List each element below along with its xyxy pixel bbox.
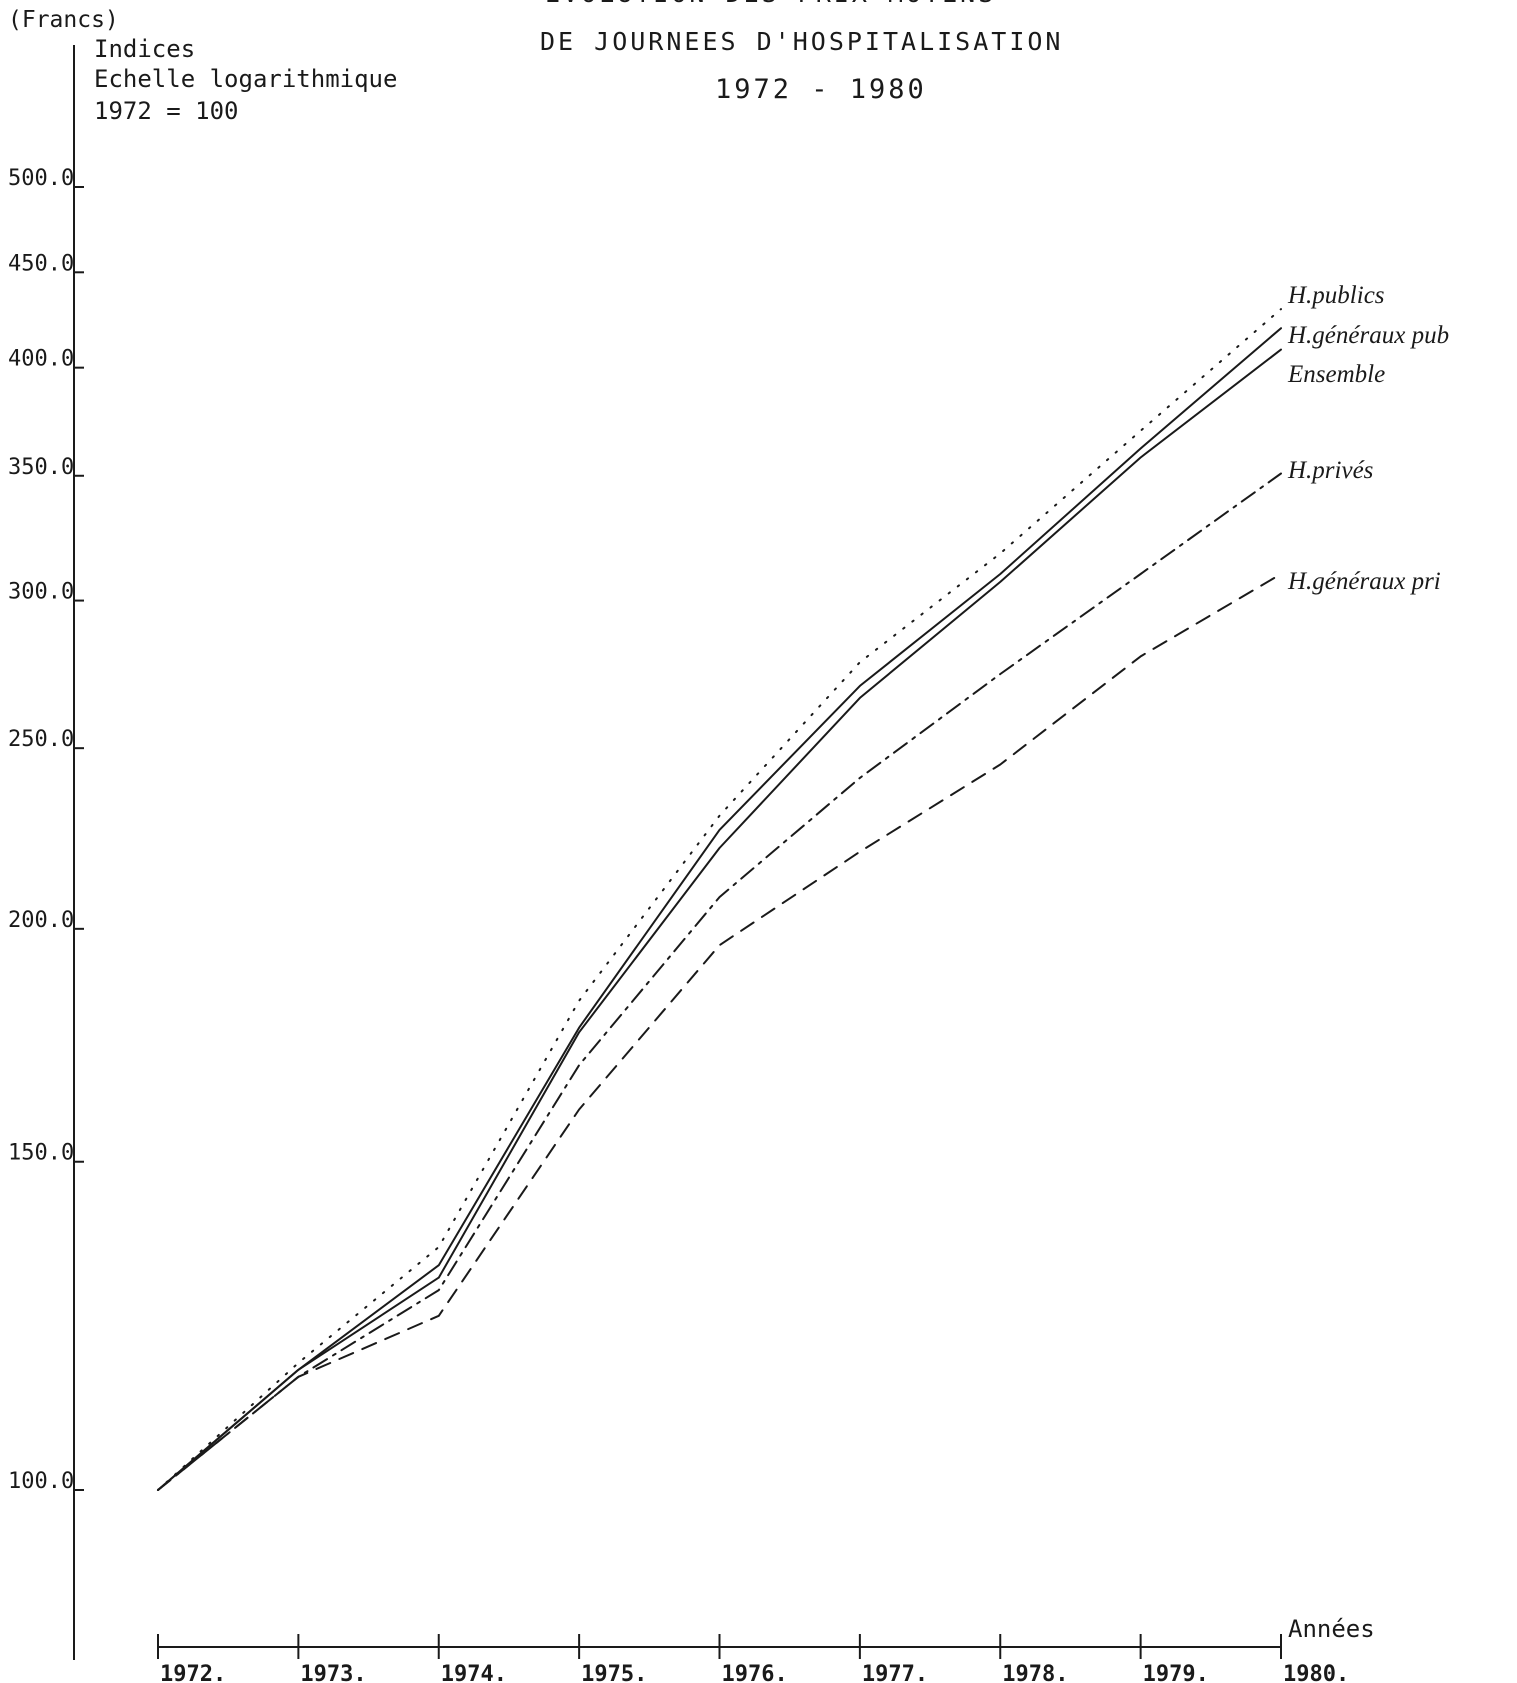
- series-label: H.publics: [1287, 282, 1385, 309]
- series-lines: [157, 308, 1282, 1491]
- y-tick-label: 100.0: [8, 1469, 74, 1494]
- chart-title-line-3: 1972 - 1980: [715, 74, 927, 105]
- series-line: [157, 327, 1282, 1491]
- chart-title-line-2: DE JOURNEES D'HOSPITALISATION: [540, 27, 1064, 56]
- x-axis-label: Années: [1288, 1615, 1375, 1643]
- y-tick-label: 250.0: [8, 727, 74, 752]
- note-indices: Indices: [94, 35, 195, 63]
- x-tick-label: 1972.: [160, 1662, 226, 1683]
- y-tick-label: 150.0: [8, 1141, 74, 1166]
- x-tick-label: 1980.: [1283, 1662, 1349, 1683]
- series-label: H.privés: [1287, 457, 1373, 484]
- series-line: [157, 472, 1282, 1491]
- y-tick-label: 500.0: [8, 166, 74, 191]
- chart-title-line-1: EVOLUTION DES PRIX MOYENS: [545, 0, 996, 8]
- series-line: [157, 308, 1282, 1491]
- x-tick-label: 1973.: [300, 1662, 366, 1683]
- x-tick-label: 1976.: [722, 1662, 788, 1683]
- y-tick-label: 450.0: [8, 251, 74, 276]
- y-axis-ticks: 100.0 150.0 200.0 250.0 300.0 350.0 400.0 450.0…: [8, 166, 84, 1494]
- x-axis-ticks: 1972. 1973. 1974. 1975. 1976. 1977. 1978. 1979.…: [157, 1634, 1349, 1683]
- y-tick-label: 300.0: [8, 580, 74, 605]
- series-line: [157, 348, 1282, 1491]
- series-line: [157, 573, 1282, 1491]
- y-tick-label: 200.0: [8, 908, 74, 933]
- series-label: H.généraux pub: [1287, 322, 1449, 349]
- note-base-year: 1972 = 100: [94, 97, 239, 125]
- x-tick-label: 1979.: [1143, 1662, 1209, 1683]
- unit-label: (Francs): [8, 7, 119, 33]
- x-tick-label: 1977.: [862, 1662, 928, 1683]
- y-tick-label: 400.0: [8, 347, 74, 372]
- series-labels: H.publics H.généraux pub Ensemble H.privés H…: [1287, 282, 1449, 595]
- note-log-scale: Echelle logarithmique: [94, 65, 397, 93]
- series-label: H.généraux pri: [1287, 568, 1441, 595]
- y-tick-label: 350.0: [8, 455, 74, 480]
- x-tick-label: 1978.: [1002, 1662, 1068, 1683]
- x-tick-label: 1974.: [441, 1662, 507, 1683]
- series-label: Ensemble: [1287, 361, 1385, 388]
- x-tick-label: 1975.: [581, 1662, 647, 1683]
